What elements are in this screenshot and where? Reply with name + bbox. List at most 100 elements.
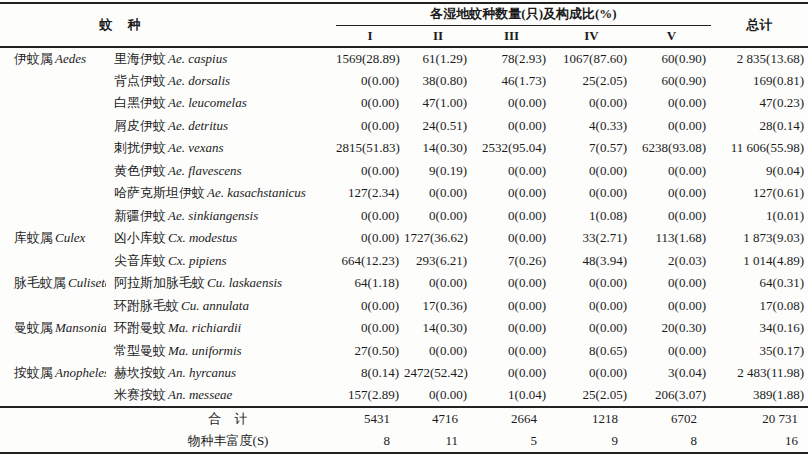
genus-name-latin: Culex bbox=[55, 230, 85, 245]
mosquito-species-table: 蚊 种 各湿地蚊种数量(只)及构成比(%) 总计 I II III IV V 伊… bbox=[0, 2, 808, 454]
species-name-latin: Ae. dorsalis bbox=[168, 73, 230, 88]
genus-cell bbox=[0, 385, 106, 408]
species-name-chinese: 凶小库蚊 bbox=[114, 230, 166, 245]
totals-label: 合 计 bbox=[0, 407, 336, 430]
species-name-latin: Cx. pipiens bbox=[168, 253, 227, 268]
species-name-chinese: 尖音库蚊 bbox=[114, 253, 166, 268]
count-cell-site-4: 25(2.05) bbox=[551, 70, 632, 93]
count-cell-site-1: 0(0.00) bbox=[336, 115, 404, 138]
header-row-1: 蚊 种 各湿地蚊种数量(只)及构成比(%) 总计 bbox=[0, 3, 808, 25]
count-cell-site-2: 2472(52.42) bbox=[404, 362, 472, 385]
count-cell-site-4: 4(0.33) bbox=[551, 115, 632, 138]
species-cell: 里海伊蚊Ae. caspius bbox=[106, 47, 336, 70]
count-cell-site-4: 48(3.94) bbox=[551, 250, 632, 273]
count-cell-total: 1 873(9.03) bbox=[711, 227, 808, 250]
count-cell-site-5: 0(0.00) bbox=[632, 205, 711, 228]
species-name-chinese: 刺扰伊蚊 bbox=[114, 140, 166, 155]
count-cell-site-2: 47(1.00) bbox=[404, 92, 472, 115]
species-name-chinese: 里海伊蚊 bbox=[114, 51, 166, 66]
table-row: 哈萨克斯坦伊蚊Ae. kasachstanicus127(2.34)0(0.00… bbox=[0, 182, 808, 205]
table-row: 按蚊属Anopheles赫坎按蚊An. hyrcanus8(0.14)2472(… bbox=[0, 362, 808, 385]
genus-cell bbox=[0, 92, 106, 115]
genus-cell bbox=[0, 182, 106, 205]
count-cell-site-5: 0(0.00) bbox=[632, 92, 711, 115]
count-cell-site-5: 0(0.00) bbox=[632, 115, 711, 138]
genus-name-latin: Culiseta bbox=[68, 275, 106, 290]
count-cell-site-5: 0(0.00) bbox=[632, 295, 711, 318]
column-header-site-2: II bbox=[404, 25, 472, 47]
column-header-species: 蚊 种 bbox=[0, 3, 336, 47]
count-cell-site-3: 2532(95.04) bbox=[472, 137, 551, 160]
count-cell-site-4: 0(0.00) bbox=[551, 272, 632, 295]
count-cell-site-2: 0(0.00) bbox=[404, 340, 472, 363]
species-name-chinese: 新疆伊蚊 bbox=[114, 208, 166, 223]
genus-cell bbox=[0, 70, 106, 93]
species-cell: 尖音库蚊Cx. pipiens bbox=[106, 250, 336, 273]
count-cell-site-3: 0(0.00) bbox=[472, 205, 551, 228]
count-cell-site-2: 24(0.51) bbox=[404, 115, 472, 138]
count-cell-site-4: 33(2.71) bbox=[551, 227, 632, 250]
totals-value-site-2: 4716 bbox=[404, 407, 472, 430]
count-cell-site-5: 0(0.00) bbox=[632, 182, 711, 205]
count-cell-site-3: 1(0.04) bbox=[472, 385, 551, 408]
species-cell: 黄色伊蚊Ae. flavescens bbox=[106, 160, 336, 183]
species-cell: 白黑伊蚊Ae. leucomelas bbox=[106, 92, 336, 115]
count-cell-site-2: 38(0.80) bbox=[404, 70, 472, 93]
species-name-latin: Cu. annulata bbox=[181, 298, 249, 313]
species-name-chinese: 环跗曼蚊 bbox=[114, 320, 166, 335]
count-cell-site-4: 8(0.65) bbox=[551, 340, 632, 363]
table-row: 曼蚊属Mansonia环跗曼蚊Ma. richiardii0(0.00)14(0… bbox=[0, 317, 808, 340]
count-cell-site-4: 1067(87.60) bbox=[551, 47, 632, 70]
richness-value-site-1: 8 bbox=[336, 430, 404, 453]
count-cell-total: 1(0.01) bbox=[711, 205, 808, 228]
species-name-latin: Ae. detritus bbox=[168, 118, 228, 133]
species-name-latin: Ae. sinkiangensis bbox=[168, 208, 258, 223]
count-cell-site-3: 78(2.93) bbox=[472, 47, 551, 70]
species-cell: 背点伊蚊Ae. dorsalis bbox=[106, 70, 336, 93]
count-cell-total: 11 606(55.98) bbox=[711, 137, 808, 160]
species-name-latin: Cx. modestus bbox=[168, 230, 237, 245]
species-cell: 赫坎按蚊An. hyrcanus bbox=[106, 362, 336, 385]
species-cell: 刺扰伊蚊Ae. vexans bbox=[106, 137, 336, 160]
column-header-group: 各湿地蚊种数量(只)及构成比(%) bbox=[336, 3, 711, 25]
genus-cell bbox=[0, 340, 106, 363]
count-cell-site-1: 1569(28.89) bbox=[336, 47, 404, 70]
table-row: 新疆伊蚊Ae. sinkiangensis0(0.00)0(0.00)0(0.0… bbox=[0, 205, 808, 228]
count-cell-site-4: 7(0.57) bbox=[551, 137, 632, 160]
totals-value-site-4: 1218 bbox=[551, 407, 632, 430]
count-cell-site-1: 157(2.89) bbox=[336, 385, 404, 408]
count-cell-site-4: 0(0.00) bbox=[551, 160, 632, 183]
count-cell-site-2: 61(1.29) bbox=[404, 47, 472, 70]
count-cell-site-4: 0(0.00) bbox=[551, 317, 632, 340]
count-cell-total: 2 835(13.68) bbox=[711, 47, 808, 70]
species-name-chinese: 背点伊蚊 bbox=[114, 73, 166, 88]
count-cell-site-1: 664(12.23) bbox=[336, 250, 404, 273]
species-name-chinese: 常型曼蚊 bbox=[114, 343, 166, 358]
species-richness-row: 物种丰富度(S) 8 11 5 9 8 16 bbox=[0, 430, 808, 453]
genus-cell bbox=[0, 250, 106, 273]
count-cell-site-4: 0(0.00) bbox=[551, 182, 632, 205]
count-cell-site-1: 0(0.00) bbox=[336, 295, 404, 318]
table-row: 库蚊属Culex凶小库蚊Cx. modestus0(0.00)1727(36.6… bbox=[0, 227, 808, 250]
count-cell-site-3: 0(0.00) bbox=[472, 115, 551, 138]
count-cell-site-4: 0(0.00) bbox=[551, 92, 632, 115]
table-row: 伊蚊属Aedes里海伊蚊Ae. caspius1569(28.89)61(1.2… bbox=[0, 47, 808, 70]
table-row: 屑皮伊蚊Ae. detritus0(0.00)24(0.51)0(0.00)4(… bbox=[0, 115, 808, 138]
count-cell-site-2: 14(0.30) bbox=[404, 317, 472, 340]
count-cell-site-1: 64(1.18) bbox=[336, 272, 404, 295]
count-cell-site-3: 0(0.00) bbox=[472, 317, 551, 340]
genus-cell: 脉毛蚊属Culiseta bbox=[0, 272, 106, 295]
genus-cell bbox=[0, 160, 106, 183]
count-cell-site-1: 0(0.00) bbox=[336, 70, 404, 93]
genus-cell bbox=[0, 137, 106, 160]
genus-cell: 按蚊属Anopheles bbox=[0, 362, 106, 385]
richness-value-site-2: 11 bbox=[404, 430, 472, 453]
table-body: 伊蚊属Aedes里海伊蚊Ae. caspius1569(28.89)61(1.2… bbox=[0, 47, 808, 407]
species-name-latin: An. messeae bbox=[168, 387, 232, 402]
count-cell-total: 34(0.16) bbox=[711, 317, 808, 340]
genus-name-latin: Anopheles bbox=[55, 365, 106, 380]
genus-name-chinese: 脉毛蚊属 bbox=[14, 275, 66, 290]
genus-cell: 伊蚊属Aedes bbox=[0, 47, 106, 70]
totals-row: 合 计 5431 4716 2664 1218 6702 20 731 bbox=[0, 407, 808, 430]
table-header: 蚊 种 各湿地蚊种数量(只)及构成比(%) 总计 I II III IV V bbox=[0, 3, 808, 47]
